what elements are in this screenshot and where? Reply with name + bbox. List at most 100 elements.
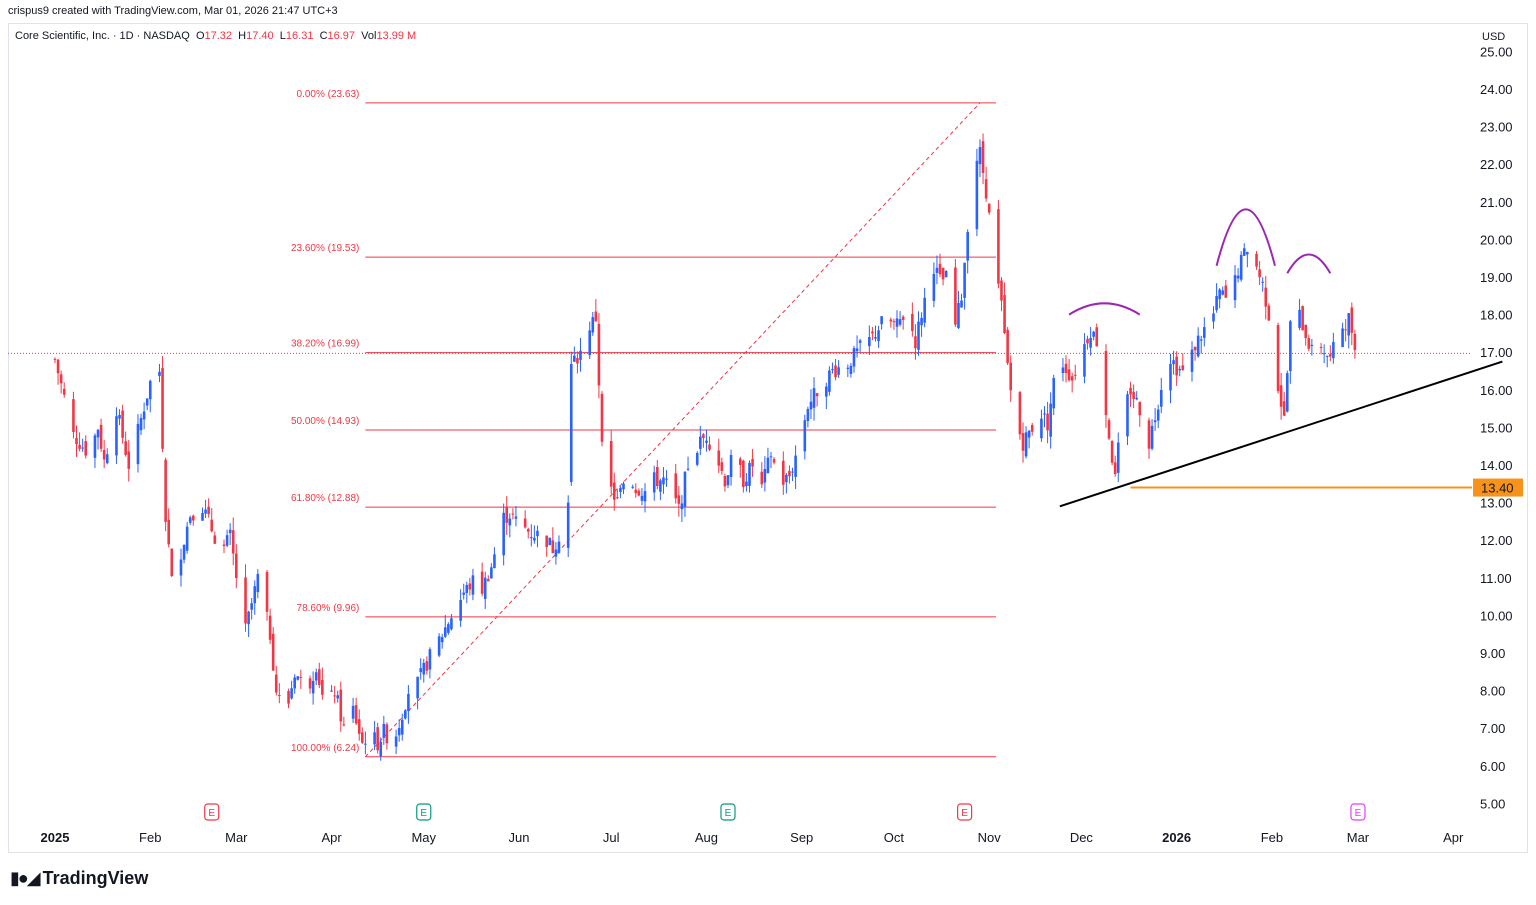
candle-body — [179, 559, 183, 576]
candle-body — [742, 460, 745, 488]
candle-body — [462, 592, 466, 595]
time-tick-label: 2026 — [1162, 830, 1191, 845]
candle-body — [699, 436, 702, 449]
candle-body — [533, 537, 536, 541]
candle-body — [158, 371, 161, 376]
candle-body — [966, 232, 969, 261]
candle-body — [256, 574, 260, 593]
candle-body — [748, 462, 751, 486]
tradingview-logo[interactable]: ▮●◢ TradingView — [10, 868, 148, 889]
candle-body — [483, 577, 487, 599]
candle-body — [923, 297, 926, 323]
candle-body — [591, 317, 595, 333]
candle-body — [640, 495, 644, 501]
candle-body — [1113, 462, 1117, 475]
candle-body — [815, 393, 819, 397]
candle-body — [1285, 373, 1289, 412]
candle-body — [394, 736, 398, 747]
candle-body — [373, 732, 376, 745]
candle-body — [314, 672, 318, 681]
candle-body — [1178, 368, 1182, 371]
candle-body — [1282, 401, 1286, 416]
candle-body — [825, 386, 828, 397]
price-tick-label: 11.00 — [1480, 571, 1512, 586]
time-tick-label: Jun — [509, 830, 530, 845]
price-tick-label: 25.00 — [1480, 44, 1513, 59]
candle-body — [892, 321, 896, 323]
candle-body — [788, 470, 791, 477]
fib-level-label: 61.80% (12.88) — [291, 493, 359, 504]
candle-body — [662, 477, 665, 485]
time-tick-label: Apr — [321, 830, 342, 845]
candle-body — [379, 741, 383, 757]
candle-body — [1003, 295, 1006, 334]
low-value: 16.31 — [285, 30, 314, 42]
close-label: C — [319, 30, 328, 42]
candle-body — [1159, 390, 1163, 407]
candle-body — [1267, 305, 1271, 321]
candle-body — [880, 316, 883, 325]
candle-body — [1215, 295, 1218, 311]
candle-body — [333, 695, 336, 697]
candle-body — [142, 411, 146, 420]
fib-level-label: 23.60% (19.53) — [291, 243, 359, 254]
candle-body — [468, 583, 472, 590]
candle-body — [1193, 346, 1197, 351]
candle-body — [738, 458, 742, 465]
candle-body — [1322, 353, 1326, 355]
candle-body — [81, 447, 84, 449]
candle-body — [121, 410, 124, 438]
candle-body — [551, 540, 555, 554]
candle-body — [231, 530, 235, 554]
candle-body — [247, 611, 250, 625]
candle-body — [1153, 420, 1157, 423]
candle-body — [794, 455, 797, 477]
candle-body — [1203, 327, 1206, 338]
price-tick-label: 13.00 — [1480, 496, 1513, 511]
candle-body — [612, 482, 616, 500]
candle-body — [659, 480, 662, 492]
candle-body — [290, 688, 293, 699]
chart-overlays — [1059, 208, 1503, 508]
price-tick-label: 23.00 — [1480, 120, 1513, 135]
candle-body — [1325, 355, 1329, 357]
currency-badge[interactable]: USD — [1474, 29, 1518, 45]
candle-body — [148, 380, 152, 400]
fib-level-label: 38.20% (16.99) — [291, 339, 359, 350]
candle-body — [204, 509, 207, 514]
candle-body — [1279, 385, 1283, 407]
candle-body — [1218, 289, 1221, 300]
candle-body — [210, 519, 214, 532]
candle-body — [536, 530, 539, 537]
candle-body — [425, 661, 429, 671]
candle-body — [56, 359, 60, 374]
time-tick-label: Mar — [1347, 830, 1370, 845]
candle-body — [576, 358, 579, 364]
candle-body — [545, 535, 548, 548]
candle-body — [364, 743, 367, 745]
candle-body — [656, 466, 659, 487]
time-tick-label: Nov — [978, 830, 1002, 845]
candle-body — [579, 350, 582, 360]
candle-body — [102, 450, 106, 460]
candle-body — [1350, 307, 1354, 333]
candle-body — [702, 434, 705, 439]
candle-body — [852, 348, 856, 367]
candle-body — [1181, 365, 1185, 370]
earnings-marker — [416, 803, 432, 821]
candle-body — [1156, 409, 1160, 421]
candle-body — [268, 615, 272, 640]
candle-body — [511, 513, 515, 515]
price-tick-label: 20.00 — [1480, 232, 1513, 247]
candle-body — [652, 472, 656, 493]
candle-body — [1095, 327, 1099, 347]
candle-body — [720, 462, 724, 472]
candle-body — [1255, 253, 1258, 267]
candle-body — [981, 141, 985, 173]
candle-body — [828, 370, 831, 392]
candle-body — [963, 262, 966, 298]
candle-body — [1018, 392, 1022, 435]
candle-body — [874, 337, 877, 339]
